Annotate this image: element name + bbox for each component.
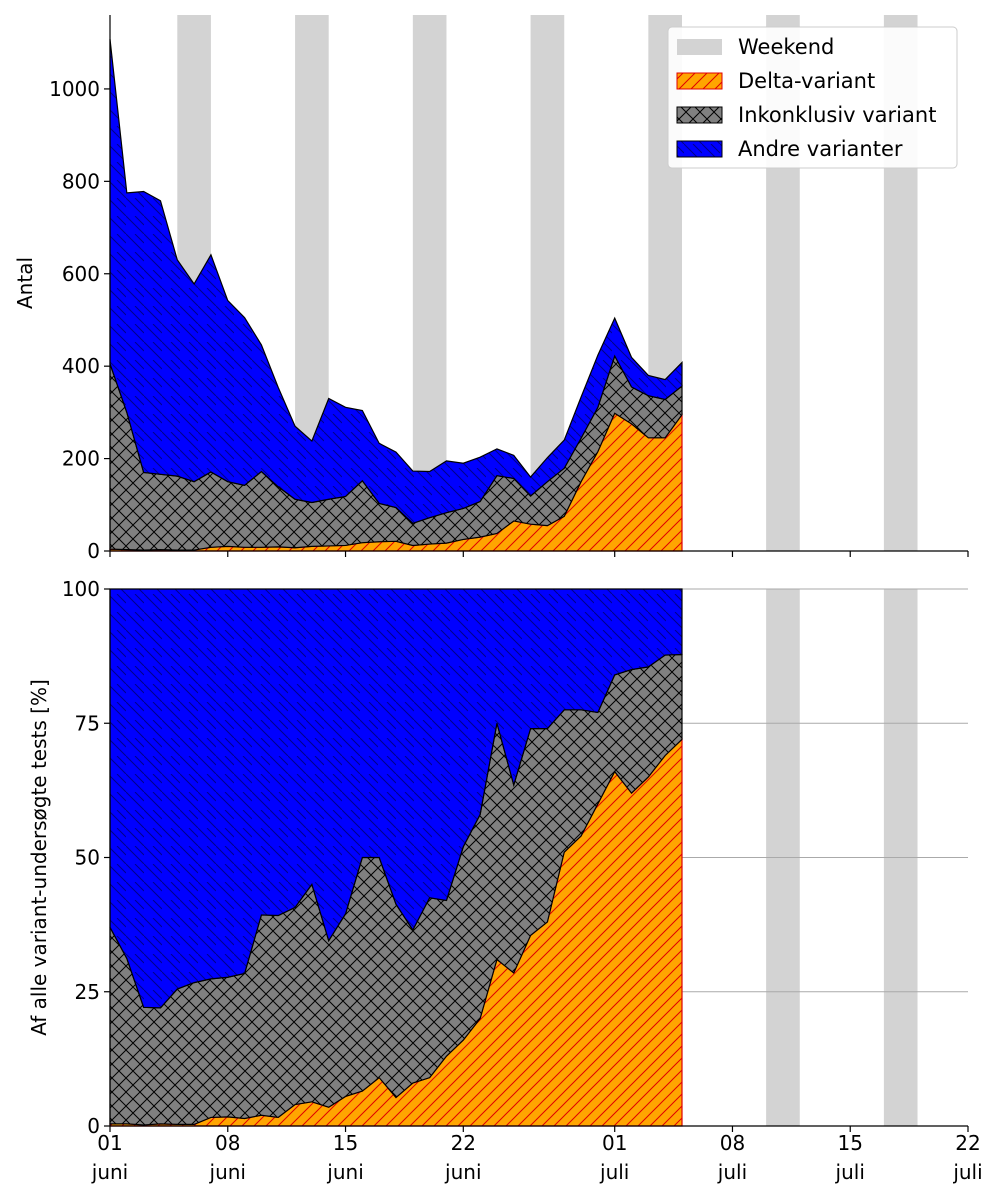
x-tick-label-month: juli — [599, 1160, 629, 1184]
y-axis-title: Af alle variant-undersøgte tests [%] — [27, 679, 51, 1035]
x-tick-label-month: juni — [326, 1160, 363, 1184]
x-tick-label-day: 08 — [720, 1131, 745, 1155]
y-tick-label: 200 — [62, 447, 100, 471]
weekend-band — [412, 15, 447, 551]
x-tick-label-month: juli — [717, 1160, 747, 1184]
x-tick-label-day: 01 — [97, 1131, 122, 1155]
y-tick-label: 100 — [62, 577, 100, 601]
legend-delta-label: Delta-variant — [738, 69, 875, 93]
legend-box — [667, 26, 958, 169]
x-tick-label-day: 08 — [215, 1131, 240, 1155]
y-tick-label: 50 — [75, 846, 100, 870]
legend-weekend-label: Weekend — [738, 35, 834, 59]
legend-inconclusive-label: Inkonklusiv variant — [738, 103, 936, 127]
legend-other-swatch — [676, 140, 723, 158]
other-variants-area — [109, 588, 683, 1009]
x-tick-label-month: juli — [835, 1160, 865, 1184]
x-tick-label-day: 15 — [838, 1131, 863, 1155]
x-tick-label-month: juni — [444, 1160, 481, 1184]
y-tick-label: 75 — [75, 711, 100, 735]
y-tick-label: 400 — [62, 354, 100, 378]
x-tick-label-month: juni — [91, 1160, 128, 1184]
y-tick-label: 25 — [75, 980, 100, 1004]
x-tick-label-month: juni — [209, 1160, 246, 1184]
percent-chart-panel: 0 25 50 75 100 Af alle variant-undersøgte tes… — [27, 577, 983, 1184]
legend-weekend-swatch — [677, 39, 722, 55]
x-tick-label-day: 22 — [955, 1131, 980, 1155]
y-tick-label: 1000 — [49, 77, 100, 101]
legend-other-label: Andre varianter — [738, 137, 903, 161]
x-tick-label-month: juli — [952, 1160, 982, 1184]
y-tick-label: 800 — [62, 169, 100, 193]
y-tick-label: 600 — [62, 262, 100, 286]
legend-delta-swatch — [676, 72, 723, 90]
legend-inconclusive-swatch — [676, 106, 723, 124]
other-variants-area — [109, 38, 683, 524]
y-tick-label: 0 — [87, 1114, 100, 1138]
chart-legend: Weekend Delta-variant Inkonklusiv variant A… — [667, 26, 958, 169]
count-chart-panel: 0 200 400 600 800 1000 Antal — [13, 15, 969, 563]
y-tick-label: 0 — [87, 539, 100, 563]
x-tick-label-day: 01 — [602, 1131, 627, 1155]
x-tick-label-day: 22 — [451, 1131, 476, 1155]
x-tick-label-day: 15 — [333, 1131, 358, 1155]
y-axis-title: Antal — [13, 257, 37, 309]
